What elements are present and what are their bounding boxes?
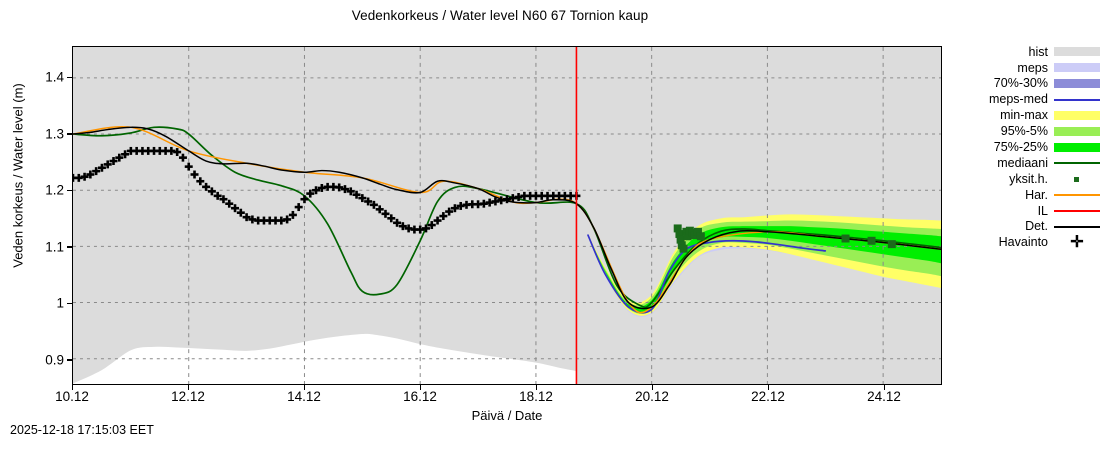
- x-axis-title: Päivä / Date: [471, 408, 543, 423]
- line-sample-icon: [1054, 98, 1100, 101]
- member-marker: [867, 236, 876, 245]
- x-tick-label: 24.12: [867, 389, 901, 404]
- member-marker: [673, 224, 682, 233]
- x-tick-mark: [883, 385, 885, 390]
- legend-label: Det.: [1025, 219, 1048, 234]
- y-axis-title: Veden korkeus / Water level (m): [10, 83, 26, 268]
- legend-item-mediaani: mediaani: [948, 155, 1100, 171]
- band-75-25-: [588, 226, 941, 312]
- legend-item-meps: meps: [948, 60, 1100, 76]
- y-tick-mark: [67, 133, 72, 135]
- legend-key-det: [1054, 220, 1100, 233]
- color-swatch-icon: [1054, 63, 1100, 73]
- y-tick-mark: [67, 302, 72, 305]
- legend-item-min-max: min-max: [948, 108, 1100, 124]
- plus-marker-icon: ✛: [1070, 233, 1084, 251]
- legend-key-havainto: ✛: [1054, 233, 1100, 251]
- color-swatch-icon: [1054, 111, 1100, 120]
- legend-label: Har.: [1025, 187, 1048, 202]
- x-tick-mark: [419, 385, 421, 390]
- x-tick-mark: [535, 385, 537, 390]
- legend-label: IL: [1037, 203, 1048, 218]
- square-marker-icon: [1074, 177, 1079, 183]
- x-tick-label: 18.12: [519, 389, 553, 404]
- generation-timestamp: 2025-12-18 17:15:03 EET: [10, 423, 154, 437]
- legend-item-meps-med: meps-med: [948, 92, 1100, 108]
- legend-key-p75-p25: [1054, 141, 1100, 154]
- legend-key-il: [1054, 204, 1100, 217]
- legend-key-min-max: [1054, 109, 1100, 122]
- y-tick-mark: [67, 246, 72, 248]
- legend-item-meps-70-30: 70%-30%: [948, 76, 1100, 92]
- legend-key-meps-70-30: [1054, 77, 1100, 90]
- member-marker: [683, 232, 692, 241]
- color-swatch-icon: [1054, 126, 1100, 136]
- x-tick-label: 12.12: [171, 389, 205, 404]
- member-marker: [696, 232, 705, 241]
- legend-key-har: [1054, 188, 1100, 201]
- legend-key-p95-p5: [1054, 125, 1100, 138]
- legend-item-il: IL: [948, 203, 1100, 219]
- legend-item-har: Har.: [948, 187, 1100, 203]
- x-tick-mark: [303, 385, 305, 390]
- plot-canvas: [73, 47, 941, 384]
- legend-key-hist: [1054, 45, 1100, 58]
- x-tick-label: 22.12: [751, 389, 785, 404]
- color-swatch-icon: [1054, 47, 1100, 57]
- legend-label: Havainto: [998, 235, 1048, 250]
- legend-item-yksit-h: yksit.h.: [948, 171, 1100, 187]
- legend-label: meps: [1017, 60, 1048, 75]
- x-tick-label: 20.12: [635, 389, 669, 404]
- legend-label: 70%-30%: [993, 76, 1048, 91]
- y-tick-mark: [67, 76, 72, 79]
- legend-item-hist: hist: [948, 44, 1100, 60]
- member-marker: [676, 235, 685, 244]
- series-det-: [73, 126, 941, 310]
- page-title: Vedenkorkeus / Water level N60 67 Tornio…: [351, 8, 649, 23]
- legend-key-yksit-h: [1054, 173, 1100, 186]
- member-marker: [675, 230, 684, 239]
- x-tick-label: 14.12: [287, 389, 321, 404]
- plot-area: [72, 46, 942, 385]
- member-marker: [679, 244, 688, 253]
- y-tick-mark: [67, 359, 72, 361]
- legend-key-meps: [1054, 61, 1100, 74]
- color-swatch-icon: [1054, 79, 1100, 89]
- x-tick-mark: [187, 385, 189, 390]
- legend-label: hist: [1028, 44, 1048, 59]
- x-tick-mark: [71, 385, 73, 390]
- member-marker: [693, 227, 702, 236]
- legend-item-p95-p5: 95%-5%: [948, 123, 1100, 139]
- legend-label: mediaani: [997, 155, 1048, 170]
- line-sample-icon: [1054, 193, 1100, 196]
- member-marker: [887, 240, 896, 249]
- observation-markers: [73, 146, 581, 234]
- legend-label: meps-med: [988, 92, 1048, 107]
- x-tick-mark: [767, 385, 769, 390]
- legend-label: min-max: [1000, 108, 1048, 123]
- legend-label: yksit.h.: [1009, 171, 1048, 186]
- legend-item-det: Det.: [948, 219, 1100, 235]
- color-swatch-icon: [1054, 142, 1100, 152]
- member-marker: [841, 234, 850, 243]
- line-sample-icon: [1054, 209, 1100, 212]
- legend-key-mediaani: [1054, 157, 1100, 170]
- legend-item-p75-p25: 75%-25%: [948, 139, 1100, 155]
- legend-key-meps-med: [1054, 93, 1100, 106]
- line-sample-icon: [1054, 162, 1100, 165]
- y-tick-label: 0.9: [45, 352, 64, 368]
- line-sample-icon: [1054, 225, 1100, 228]
- x-tick-mark: [651, 385, 653, 390]
- x-tick-label: 10.12: [55, 389, 89, 404]
- legend-label: 75%-25%: [993, 140, 1048, 155]
- legend-item-havainto: Havainto ✛: [948, 233, 1100, 251]
- x-tick-label: 16.12: [403, 389, 437, 404]
- y-tick-mark: [67, 189, 72, 192]
- series-mediaani: [73, 126, 941, 309]
- legend-label: 95%-5%: [1000, 124, 1048, 139]
- chart-legend: hist meps 70%-30% meps-med min-max 95%-5% 75%-…: [948, 44, 1100, 251]
